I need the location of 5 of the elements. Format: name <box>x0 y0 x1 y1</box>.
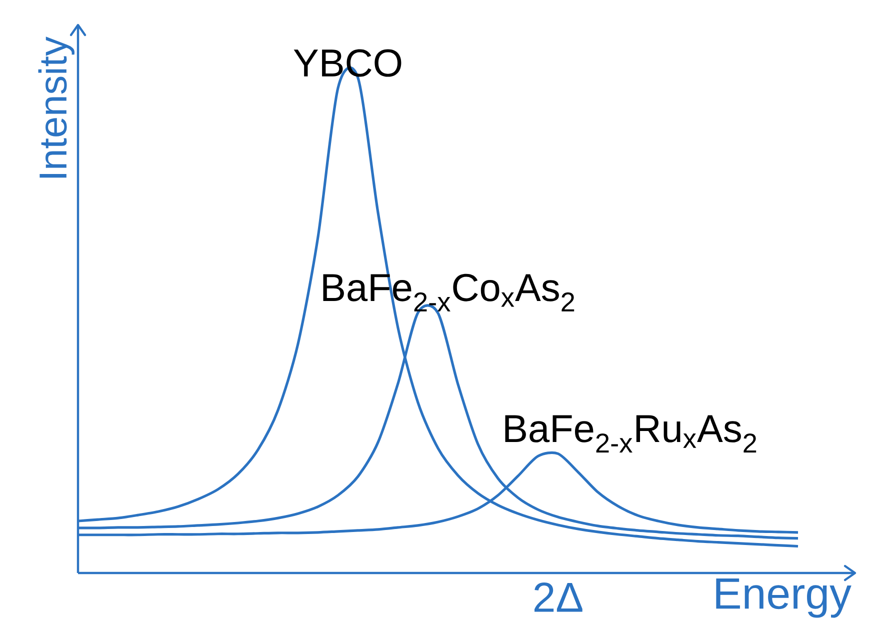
series-label: BaFe$_{2-x}$Ru$_{x}$As$_{2}$ <box>505 415 756 452</box>
x-axis-title: Energy <box>716 578 852 618</box>
text: 2Δ <box>534 582 582 612</box>
series-label: YBCO <box>294 49 402 77</box>
y-axis-title: Intensity <box>38 36 74 178</box>
